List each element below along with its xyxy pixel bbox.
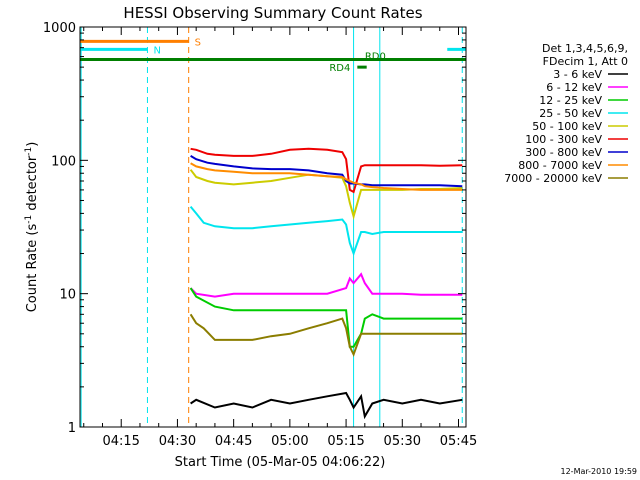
legend-label-2: 12 - 25 keV [539,94,602,107]
attenuator-label-3: RD0 [365,52,386,63]
x-tick-label-0: 04:15 [102,434,139,449]
series-line-5 [190,147,463,194]
attenuator-bars: S N RD0 RD4 [80,37,466,74]
attenuator-label-4: RD4 [329,63,350,74]
y-axis-label-end: ) [25,142,40,147]
x-tick-label-2: 04:45 [215,434,252,449]
legend-label-1: 6 - 12 keV [546,81,602,94]
x-tick-label-6: 05:45 [440,434,477,449]
y-tick-label-1: 10 [59,288,76,303]
y-axis-label: Count Rate (s-1 detector-1) [24,142,40,313]
legend-header-1: FDecim 1, Att 0 [543,55,628,68]
x-axis-label: Start Time (05-Mar-05 04:06:22) [175,455,386,470]
legend-label-5: 100 - 300 keV [525,133,602,146]
chart-title: HESSI Observing Summary Count Rates [123,4,422,22]
legend-label-0: 3 - 6 keV [553,68,602,81]
y-axis-label-sup-2: -1 [24,147,34,156]
x-axis: 04:15 04:30 04:45 05:00 05:15 05:30 05:45 [83,27,477,449]
y-axis-label-mid: detector [25,155,40,215]
series-line-1 [189,272,463,298]
x-tick-label-4: 05:15 [327,434,364,449]
series-line-4 [189,169,463,221]
legend-label-6: 300 - 800 keV [525,146,602,159]
y-tick-label-3: 1000 [43,21,76,36]
series-line-7 [190,162,463,191]
y-tick-label-0: 1 [68,421,76,436]
legend: Det 1,3,4,5,6,9,FDecim 1, Att 03 - 6 keV… [504,42,628,185]
x-tick-label-1: 04:30 [159,434,196,449]
timestamp: 12-Mar-2010 19:59 [561,467,638,476]
series-line-3 [189,205,463,257]
series-line-2 [189,287,463,348]
vertical-markers [80,27,463,427]
legend-label-4: 50 - 100 keV [532,120,602,133]
legend-label-7: 800 - 7000 keV [518,159,602,172]
x-tick-label-3: 05:00 [271,434,308,449]
y-axis-label-sup-1: -1 [24,215,34,224]
y-axis: 1 10 100 1000 [43,21,466,436]
legend-label-8: 7000 - 20000 keV [504,172,602,185]
legend-header-0: Det 1,3,4,5,6,9, [542,42,628,55]
series-lines [189,147,463,420]
series-line-0 [190,391,463,420]
y-tick-label-2: 100 [51,154,76,169]
attenuator-label-1: N [153,45,160,56]
y-axis-label-main: Count Rate (s [25,224,40,313]
plot-frame [79,26,467,428]
x-tick-label-5: 05:30 [384,434,421,449]
legend-label-3: 25 - 50 keV [539,107,602,120]
attenuator-label-0: S [195,37,201,48]
series-line-8 [189,313,463,358]
